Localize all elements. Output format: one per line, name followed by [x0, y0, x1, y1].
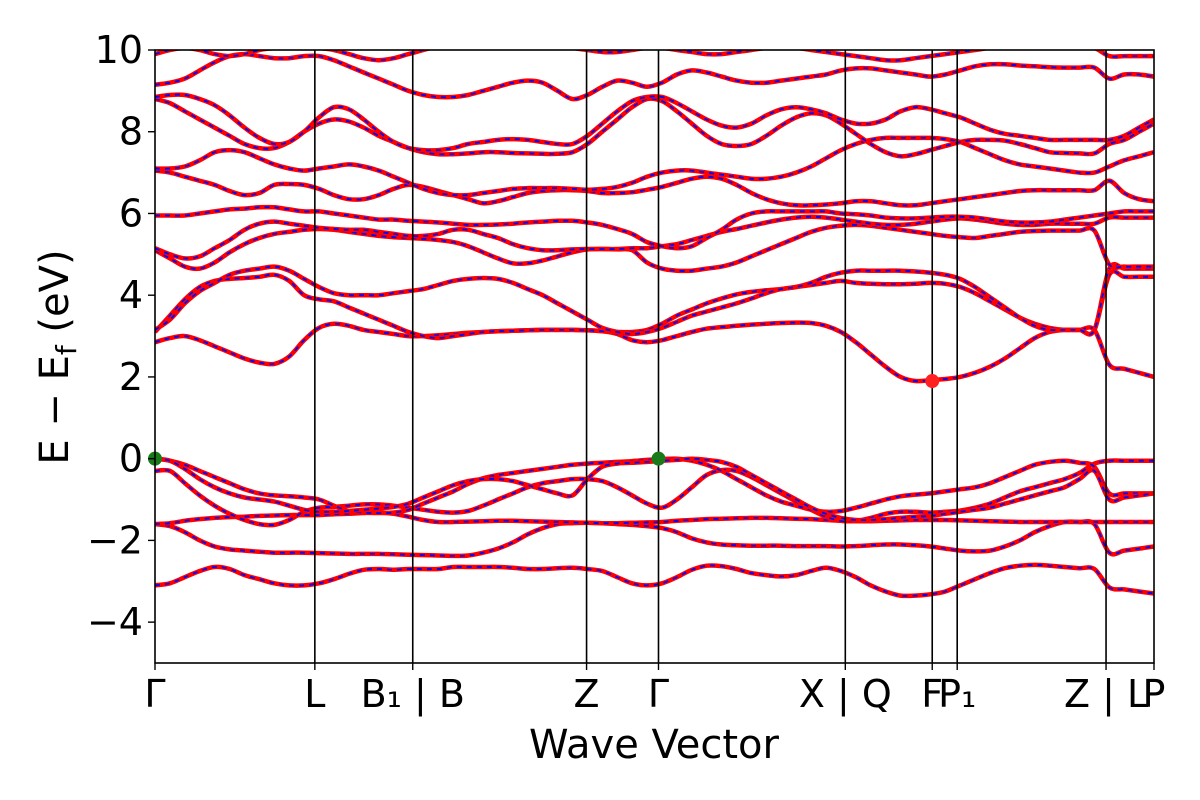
band-line-17 [155, 51, 1154, 102]
x-axis-title: Wave Vector [529, 722, 780, 768]
y-axis-title-subscript: f [50, 344, 83, 355]
x-tick-label-8: P₁ [938, 672, 976, 716]
plot-frame [154, 49, 1155, 664]
y-tick-label-4: 2 [119, 355, 143, 399]
y-axis-title-unit: (eV) [32, 249, 78, 345]
band-overlay-2 [155, 520, 1154, 557]
band-line-1 [155, 562, 1154, 599]
y-tick-label-6: 6 [119, 191, 143, 235]
x-tick-label-6: X | Q [799, 672, 892, 717]
band-overlay-14 [155, 136, 1154, 197]
band-overlay-10 [155, 223, 1154, 272]
band-overlay-9 [155, 263, 1154, 336]
band-overlay-7 [155, 321, 1154, 383]
x-tick-label-10: P [1143, 672, 1166, 716]
band-line-15 [155, 96, 1154, 159]
x-tick-label-4: Z [574, 672, 600, 716]
y-tick-label-2: −2 [87, 518, 143, 562]
high-symmetry-lines [314, 50, 1107, 663]
x-tick-label-1: Γ [144, 672, 165, 716]
x-tick-label-3: B₁ | B [361, 672, 465, 717]
y-tick-label-7: 8 [119, 110, 143, 154]
y-axis-ticks: −4 −2 0 2 4 6 8 10 [87, 28, 155, 644]
band-overlay-15 [155, 97, 1154, 158]
x-tick-label-9: Z | L [1064, 672, 1148, 717]
bands-layer [155, 50, 1154, 599]
extremum-marker-3 [925, 374, 940, 389]
x-tick-label-7: F [921, 672, 943, 716]
markers-layer [148, 374, 940, 466]
band-line-12 [155, 204, 1154, 251]
x-tick-label-2: L [304, 672, 325, 716]
y-tick-label-8: 10 [95, 28, 143, 72]
y-axis-title: E − Ef (eV) [32, 249, 83, 464]
band-line-6 [155, 456, 1154, 523]
band-overlay-17 [155, 53, 1154, 101]
band-overlay-13 [155, 169, 1154, 207]
y-axis-title-main: E − E [32, 355, 78, 465]
x-tick-label-5: Γ [648, 672, 669, 716]
band-overlay-4 [155, 459, 1154, 527]
y-tick-label-3: 0 [119, 437, 143, 481]
band-overlay-1 [155, 563, 1154, 597]
y-tick-label-5: 4 [119, 273, 143, 317]
band-line-9 [155, 261, 1154, 337]
band-overlay-3 [155, 511, 1154, 525]
band-overlay-8 [155, 270, 1154, 340]
y-tick-label-1: −4 [87, 600, 143, 644]
band-overlay-16 [155, 93, 1154, 152]
x-axis-ticks: Γ L B₁ | B Z Γ X | Q FP₁ Z | LP [144, 663, 1165, 717]
extremum-marker-2 [651, 451, 666, 466]
band-overlay-5 [155, 457, 1154, 514]
